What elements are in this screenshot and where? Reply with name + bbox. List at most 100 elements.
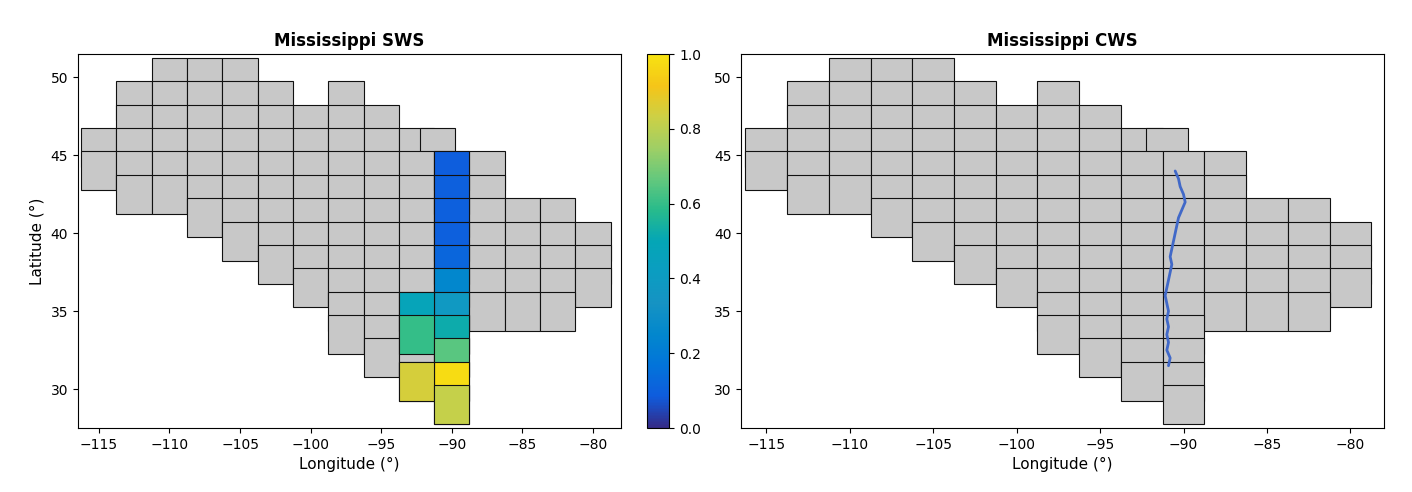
Bar — [1079, 268, 1121, 308]
Bar — [1162, 338, 1204, 377]
Bar — [435, 198, 470, 237]
Bar — [1330, 245, 1371, 284]
Bar — [505, 221, 541, 261]
Bar — [1330, 221, 1371, 261]
Bar — [955, 221, 995, 261]
Bar — [1288, 198, 1330, 237]
Bar — [400, 315, 435, 354]
Bar — [82, 128, 117, 167]
Bar — [1288, 268, 1330, 308]
Bar — [470, 292, 505, 331]
Bar — [788, 105, 829, 144]
Bar — [188, 152, 223, 190]
Bar — [435, 175, 470, 214]
Bar — [82, 152, 117, 190]
Bar — [1038, 315, 1079, 354]
Bar — [400, 221, 435, 261]
Bar — [329, 128, 364, 167]
Bar — [955, 175, 995, 214]
Bar — [188, 128, 223, 167]
Bar — [435, 198, 470, 237]
Bar — [576, 245, 611, 284]
Bar — [188, 175, 223, 214]
Bar — [1079, 105, 1121, 144]
Bar — [1204, 152, 1247, 190]
Bar — [1079, 175, 1121, 214]
Bar — [223, 221, 258, 261]
Bar — [1162, 198, 1204, 237]
Bar — [955, 245, 995, 284]
Bar — [435, 315, 470, 354]
Bar — [995, 221, 1038, 261]
Bar — [152, 58, 188, 97]
Bar — [912, 198, 955, 237]
Bar — [152, 175, 188, 214]
Bar — [1204, 221, 1247, 261]
Title: Mississippi CWS: Mississippi CWS — [987, 32, 1138, 50]
Bar — [1121, 292, 1162, 331]
Bar — [829, 128, 871, 167]
Bar — [541, 198, 576, 237]
Bar — [329, 175, 364, 214]
Bar — [400, 292, 435, 331]
Bar — [435, 292, 470, 331]
Bar — [1247, 198, 1288, 237]
Bar — [1162, 152, 1204, 190]
Bar — [871, 175, 912, 214]
Bar — [788, 81, 829, 121]
Bar — [541, 268, 576, 308]
Bar — [576, 268, 611, 308]
Bar — [1162, 175, 1204, 214]
Bar — [1121, 128, 1162, 167]
Bar — [364, 152, 400, 190]
Bar — [435, 338, 470, 377]
Bar — [117, 175, 152, 214]
Bar — [829, 81, 871, 121]
Bar — [1204, 198, 1247, 237]
Bar — [1038, 81, 1079, 121]
Bar — [435, 152, 470, 190]
Bar — [329, 81, 364, 121]
Bar — [955, 105, 995, 144]
Bar — [329, 152, 364, 190]
Bar — [152, 152, 188, 190]
Bar — [470, 198, 505, 237]
Bar — [294, 268, 329, 308]
Bar — [400, 315, 435, 354]
Bar — [1121, 362, 1162, 401]
Bar — [1162, 362, 1204, 401]
Bar — [505, 245, 541, 284]
Bar — [364, 268, 400, 308]
Bar — [223, 58, 258, 97]
Bar — [117, 128, 152, 167]
Bar — [912, 81, 955, 121]
Bar — [400, 128, 435, 167]
Bar — [258, 152, 294, 190]
Bar — [1038, 292, 1079, 331]
Bar — [1288, 221, 1330, 261]
Bar — [541, 221, 576, 261]
Bar — [435, 221, 470, 261]
Bar — [258, 81, 294, 121]
Bar — [435, 245, 470, 284]
Bar — [364, 128, 400, 167]
Bar — [829, 175, 871, 214]
Bar — [912, 152, 955, 190]
Bar — [152, 128, 188, 167]
Bar — [294, 175, 329, 214]
Bar — [788, 128, 829, 167]
Bar — [400, 362, 435, 401]
Bar — [435, 292, 470, 331]
Bar — [435, 362, 470, 401]
Bar — [1162, 221, 1204, 261]
Bar — [294, 198, 329, 237]
Bar — [364, 292, 400, 331]
Bar — [1162, 315, 1204, 354]
Bar — [1204, 268, 1247, 308]
Bar — [871, 152, 912, 190]
Bar — [1121, 175, 1162, 214]
Bar — [117, 105, 152, 144]
Bar — [258, 105, 294, 144]
Bar — [912, 221, 955, 261]
Bar — [955, 81, 995, 121]
